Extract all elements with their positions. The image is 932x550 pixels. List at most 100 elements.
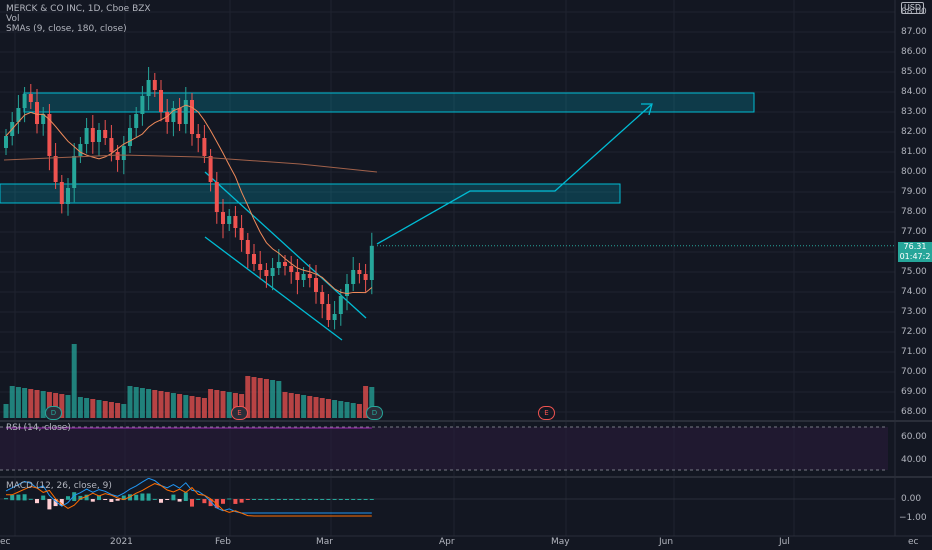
currency-badge[interactable]: USD: [901, 2, 925, 14]
current-price-label: 76.31 01:47:2: [898, 242, 932, 262]
candle: [320, 292, 325, 304]
candle: [351, 270, 356, 284]
macd-legend[interactable]: MACD (12, 26, close, 9): [6, 481, 112, 491]
dividend-marker[interactable]: D: [366, 406, 383, 420]
candle: [314, 278, 318, 292]
price-tick: 77.00: [901, 227, 927, 237]
volume-bar: [53, 393, 59, 418]
volume-bar: [319, 398, 325, 418]
macd-histogram-bar: [109, 499, 114, 502]
macd-histogram-bar: [4, 498, 8, 500]
price-tick: 70.00: [901, 367, 927, 377]
time-label-jul: Jul: [779, 537, 790, 547]
volume-bar: [177, 394, 183, 418]
macd-histogram-bar: [196, 498, 201, 500]
macd-histogram-bar: [258, 499, 263, 500]
macd-histogram-bar: [227, 498, 232, 500]
volume-bar: [282, 392, 288, 418]
candle: [264, 270, 269, 276]
price-tick: 68.00: [901, 407, 927, 417]
symbol-legend[interactable]: MERCK & CO INC, 1D, Cboe BZX: [6, 4, 151, 14]
rsi-band: [0, 427, 888, 470]
macd-histogram-bar: [97, 495, 101, 501]
candle: [332, 314, 337, 320]
candle: [22, 94, 27, 108]
macd-signal-line: [6, 483, 372, 517]
macd-histogram-bar: [159, 499, 163, 503]
dividend-marker[interactable]: D: [45, 406, 62, 420]
macd-histogram-bar: [146, 493, 151, 501]
current-price-value: 76.31: [903, 242, 927, 251]
candle: [208, 156, 213, 182]
candle: [115, 152, 120, 160]
candle: [270, 268, 275, 276]
candle: [84, 128, 89, 144]
macd-histogram-bar: [363, 499, 368, 500]
sma-legend[interactable]: SMAs (9, close, 180, close): [6, 24, 127, 34]
volume-bar: [152, 390, 158, 418]
projection-arrowhead: [641, 103, 653, 116]
volume-bar: [133, 387, 139, 418]
price-tick: 87.00: [901, 27, 927, 37]
macd-histogram-bar: [357, 499, 362, 500]
time-scale[interactable]: ec 2021 Feb Mar Apr May Jun Jul ec: [0, 536, 919, 550]
price-tick: 69.00: [901, 387, 927, 397]
candle: [202, 138, 207, 156]
volume-bar: [102, 401, 108, 418]
volume-legend[interactable]: Vol: [6, 14, 20, 24]
macd-histogram-bar: [245, 499, 250, 500]
time-label-apr: Apr: [439, 537, 455, 547]
price-tick: 79.00: [901, 187, 927, 197]
volume-bar: [46, 392, 52, 418]
earnings-marker[interactable]: E: [231, 406, 248, 420]
candle: [357, 270, 362, 274]
macd-histogram-bar: [270, 499, 275, 500]
support-zone: [0, 183, 621, 204]
price-tick: 71.00: [901, 347, 927, 357]
macd-histogram-bar: [369, 499, 374, 500]
macd-histogram-bar: [326, 499, 331, 500]
macd-histogram-bar: [295, 499, 300, 500]
volume-bar: [245, 376, 251, 418]
candle: [4, 136, 8, 148]
volume-bar: [232, 393, 238, 418]
candle: [140, 96, 145, 114]
candle: [345, 284, 349, 296]
candle: [190, 100, 194, 134]
price-tick: 80.00: [901, 167, 927, 177]
rsi-tick-40: 40.00: [901, 455, 927, 465]
time-label-may: May: [551, 537, 570, 547]
volume-bar: [28, 389, 34, 418]
candle: [283, 262, 287, 266]
candle: [109, 138, 114, 152]
candle: [276, 262, 281, 268]
rsi-legend[interactable]: RSI (14, close): [6, 423, 71, 433]
time-label-2021: 2021: [110, 537, 133, 547]
candle: [134, 114, 139, 128]
volume-bar: [40, 391, 46, 418]
resistance-zone: [23, 92, 755, 113]
volume-bar: [332, 400, 338, 418]
macd-histogram-bar: [140, 493, 145, 501]
candle: [307, 274, 312, 278]
volume-bar: [71, 344, 77, 418]
volume-bar: [59, 394, 65, 418]
macd-histogram-bar: [239, 499, 244, 503]
volume-bar: [183, 395, 189, 418]
volume-bar: [189, 396, 195, 418]
macd-histogram-bar: [202, 499, 207, 504]
volume-bar: [350, 403, 356, 418]
volume-bar: [22, 388, 28, 418]
macd-histogram-bar: [90, 499, 95, 502]
macd-histogram-bar: [351, 499, 356, 500]
time-label-jun: Jun: [659, 537, 674, 547]
candle: [233, 216, 238, 228]
macd-histogram-bar: [115, 499, 120, 501]
macd-tick-0: 0.00: [901, 494, 922, 504]
volume-bar: [77, 397, 83, 418]
earnings-marker-future[interactable]: E: [538, 406, 555, 420]
volume-bar: [363, 386, 369, 418]
price-tick: 73.00: [901, 307, 927, 317]
